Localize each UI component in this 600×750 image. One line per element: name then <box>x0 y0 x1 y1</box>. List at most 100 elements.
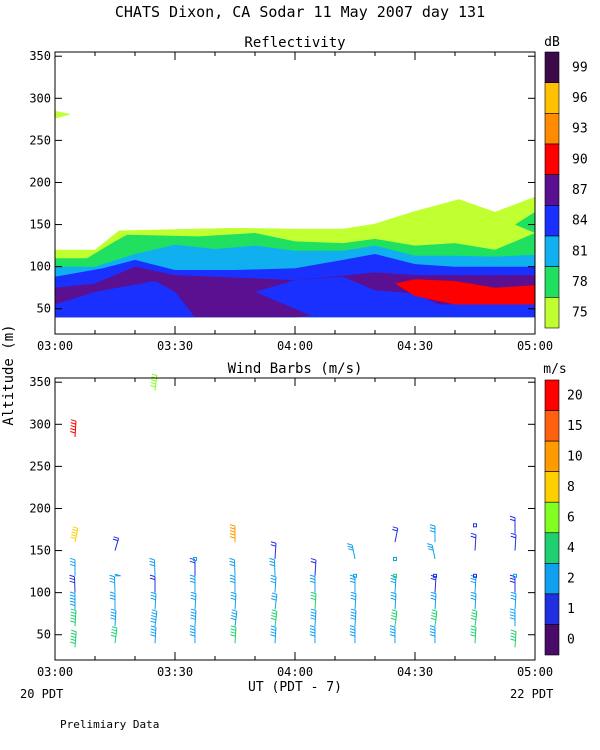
wind-barb-feather <box>229 574 236 578</box>
reflectivity-contour-84 <box>55 281 195 318</box>
wind-barb-feather <box>470 634 476 637</box>
colorbar-swatch <box>544 440 560 472</box>
wind-barb-feather <box>70 617 76 620</box>
wind-barb-feather <box>190 614 196 617</box>
wind-barb-feather <box>349 634 356 637</box>
wind-barb-feather <box>109 591 116 594</box>
wind-barb-feather <box>429 530 436 533</box>
wind-barb-feather <box>270 580 276 584</box>
wind-barb-feather <box>349 574 356 578</box>
wind-barb-feather <box>69 594 76 597</box>
wind-barb-feather <box>429 628 436 631</box>
wind-barb-feather <box>229 536 236 539</box>
wind-barb-feather <box>429 631 436 634</box>
colorbar-swatch <box>544 593 560 625</box>
colorbar-swatch <box>544 113 560 145</box>
wind-barb-feather <box>349 631 356 634</box>
reflectivity-colorbar-unit: dB <box>544 35 560 50</box>
wind-barb-feather <box>310 614 316 617</box>
wind-barb-feather <box>391 614 397 618</box>
wind-barb-feather <box>70 431 76 434</box>
colorbar-swatch <box>544 532 560 564</box>
wind-barb-feather <box>389 628 396 631</box>
wind-barb-feather <box>270 628 276 631</box>
y-tick-label: 350 <box>29 375 51 389</box>
date-right-label: 22 PDT <box>510 687 553 701</box>
wind-barb-feather <box>229 560 235 564</box>
y-tick-label: 200 <box>29 501 51 515</box>
wind-barb-feather <box>429 625 436 628</box>
calm-marker <box>473 523 477 528</box>
wind-axes: 50 100 150 200 250 300 350 03:00 03:30 04:00 04:30… <box>29 375 553 679</box>
wind-barb-feather <box>69 580 75 584</box>
wind-barb-feather <box>470 535 476 539</box>
wind-barb-feather <box>190 608 197 612</box>
wind-barb-feather <box>349 580 356 584</box>
wind-barb-feather <box>69 560 76 564</box>
wind-barb-feather <box>349 628 356 631</box>
wind-barb-feather <box>430 597 436 601</box>
wind-barb-feather <box>427 543 433 546</box>
wind-barb-feather <box>309 631 316 634</box>
wind-barb-feather <box>510 638 516 641</box>
reflectivity-field <box>55 110 535 318</box>
wind-barb-feather <box>309 574 316 578</box>
wind-barb-feather <box>151 614 157 618</box>
wind-barb-feather <box>230 597 236 601</box>
x-tick-label: 04:00 <box>277 665 313 679</box>
wind-barb-feather <box>509 608 516 611</box>
x-tick-label: 03:30 <box>157 665 193 679</box>
wind-barb-feather <box>310 597 316 601</box>
y-tick-label: 200 <box>29 175 51 189</box>
wind-barb-feather <box>350 611 356 615</box>
wind-barb-feather <box>190 591 197 595</box>
colorbar-label: 78 <box>572 275 588 290</box>
wind-barb-feather <box>150 628 156 631</box>
calm-marker <box>193 556 197 561</box>
wind-barb-feather <box>310 608 317 612</box>
wind-barb-feather <box>112 538 119 542</box>
y-tick-label: 250 <box>29 133 51 147</box>
wind-barb-feather <box>470 625 477 628</box>
wind-barb-feather <box>69 577 75 581</box>
wind-colorbar-unit: m/s <box>543 362 566 377</box>
wind-barb-feather <box>390 594 396 598</box>
wind-barb-feather <box>271 592 278 595</box>
wind-barb-feather <box>69 557 76 561</box>
y-tick-label: 300 <box>29 91 51 105</box>
wind-barb-feather <box>230 594 236 598</box>
x-tick-label: 04:30 <box>397 339 433 353</box>
wind-barb-feather <box>70 422 76 425</box>
wind-barb-feather <box>229 557 235 561</box>
colorbar-swatch <box>544 82 560 114</box>
wind-barb-feather <box>230 617 236 621</box>
wind-barb-feather <box>510 532 517 536</box>
wind-barb-feather <box>110 611 116 615</box>
wind-barb-feather <box>429 527 436 530</box>
wind-barb-feather <box>110 634 116 638</box>
wind-barb-feather <box>230 634 236 637</box>
wind-barb-feather <box>510 597 516 601</box>
wind-barb-feather <box>71 629 77 633</box>
wind-barb-feather <box>347 543 353 546</box>
wind-barb-feather <box>189 580 196 584</box>
wind-barb-feather <box>509 577 516 581</box>
wind-barb-feather <box>470 594 476 598</box>
y-tick-label: 50 <box>37 628 51 642</box>
wind-barb-feather <box>390 580 396 584</box>
wind-barb-feather <box>270 617 276 621</box>
wind-barb-feather <box>190 617 196 620</box>
calm-marker <box>473 573 477 578</box>
wind-barb-feather <box>309 577 316 581</box>
wind-barb-feather <box>150 597 156 601</box>
x-tick-label: 05:00 <box>517 665 553 679</box>
wind-barb-feather <box>509 617 516 620</box>
colorbar-swatch <box>544 174 560 206</box>
colorbar-swatch <box>544 143 560 175</box>
y-tick-label: 150 <box>29 218 51 232</box>
wind-barb-feather <box>229 563 235 567</box>
wind-barb-feather <box>111 628 117 632</box>
y-tick-label: 100 <box>29 260 51 274</box>
x-tick-label: 03:00 <box>37 665 73 679</box>
